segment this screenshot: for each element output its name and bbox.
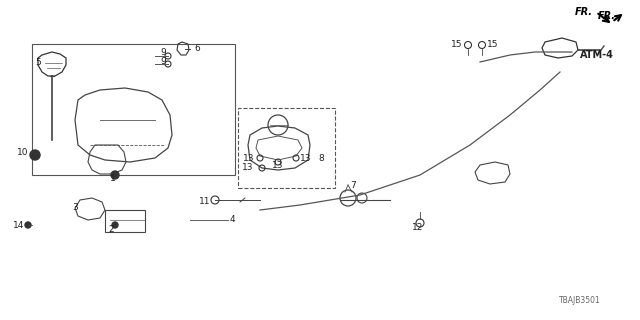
- Text: TBAJB3501: TBAJB3501: [559, 296, 601, 305]
- Text: 14: 14: [13, 221, 24, 230]
- Text: 13: 13: [241, 163, 253, 172]
- Text: 1: 1: [110, 173, 116, 182]
- Text: 4: 4: [230, 215, 236, 225]
- Text: 3: 3: [72, 204, 77, 212]
- Text: ATM-4: ATM-4: [580, 50, 614, 60]
- Text: FR.: FR.: [575, 7, 593, 17]
- Text: 12: 12: [412, 223, 424, 233]
- Circle shape: [111, 171, 119, 179]
- Bar: [32, 44, 235, 175]
- Text: 5: 5: [35, 58, 41, 67]
- Bar: [238, 108, 335, 188]
- Circle shape: [112, 222, 118, 228]
- Text: 15: 15: [487, 39, 499, 49]
- Circle shape: [25, 222, 31, 228]
- Bar: [105, 210, 145, 232]
- Text: 15: 15: [451, 39, 462, 49]
- Text: 7: 7: [350, 180, 356, 189]
- Circle shape: [30, 150, 40, 160]
- Text: 13: 13: [300, 154, 312, 163]
- Text: 10: 10: [17, 148, 28, 156]
- Text: 2: 2: [108, 226, 114, 235]
- Text: 9: 9: [160, 47, 166, 57]
- Text: FR.: FR.: [598, 11, 616, 21]
- Text: 6: 6: [194, 44, 200, 52]
- Text: 8: 8: [318, 154, 324, 163]
- Text: 13: 13: [272, 161, 284, 170]
- Text: 13: 13: [243, 154, 254, 163]
- Text: 11: 11: [198, 197, 210, 206]
- Text: 9: 9: [160, 57, 166, 66]
